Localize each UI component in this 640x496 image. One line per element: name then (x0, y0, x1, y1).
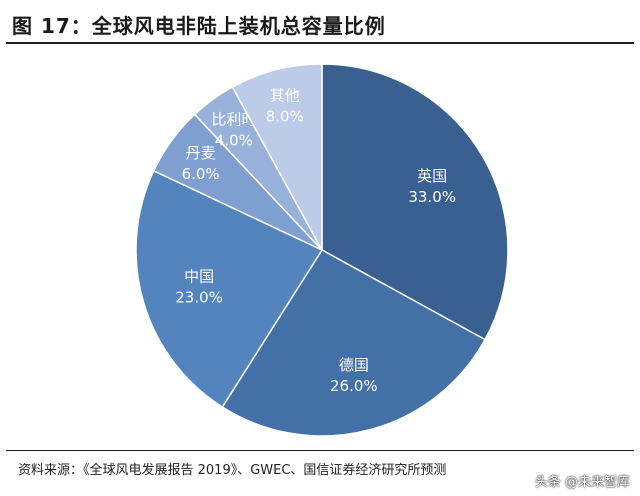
slice-name-label: 德国 (339, 356, 369, 374)
slice-value-label: 4.0% (215, 132, 253, 150)
pie-slice-1 (221, 249, 487, 437)
slice-name-label: 中国 (184, 268, 214, 286)
slice-value-label: 6.0% (182, 165, 220, 183)
pie-slice-2 (135, 169, 324, 409)
slice-name-label: 丹麦 (186, 144, 216, 162)
slice-value-label: 26.0% (330, 377, 378, 395)
source-note: 资料来源：《全球风电发展报告 2019》、GWEC、国信证券经济研究所预测 (18, 463, 447, 478)
pie-chart: 英国 33.0% 德国 26.0% 中国 23.0% 丹麦 6.0% 比利时 4.0% 其他 8.0% (135, 63, 509, 437)
source-bar: 资料来源：《全球风电发展报告 2019》、GWEC、国信证券经济研究所预测 (6, 450, 634, 491)
slice-name-label: 比利时 (211, 111, 256, 129)
chart-title-bar: 图 17：全球风电非陆上装机总容量比例 (6, 6, 634, 44)
slice-value-label: 8.0% (266, 108, 304, 126)
slice-value-label: 23.0% (175, 289, 223, 307)
slice-name-label: 其他 (270, 87, 300, 105)
chart-title: 图 17：全球风电非陆上装机总容量比例 (12, 13, 386, 38)
pie-slice-0 (321, 63, 509, 341)
pie-slice-5 (231, 63, 323, 251)
slice-name-label: 英国 (417, 167, 447, 185)
slice-value-label: 33.0% (408, 188, 456, 206)
watermark: 头条 @未来智库 (534, 475, 630, 490)
